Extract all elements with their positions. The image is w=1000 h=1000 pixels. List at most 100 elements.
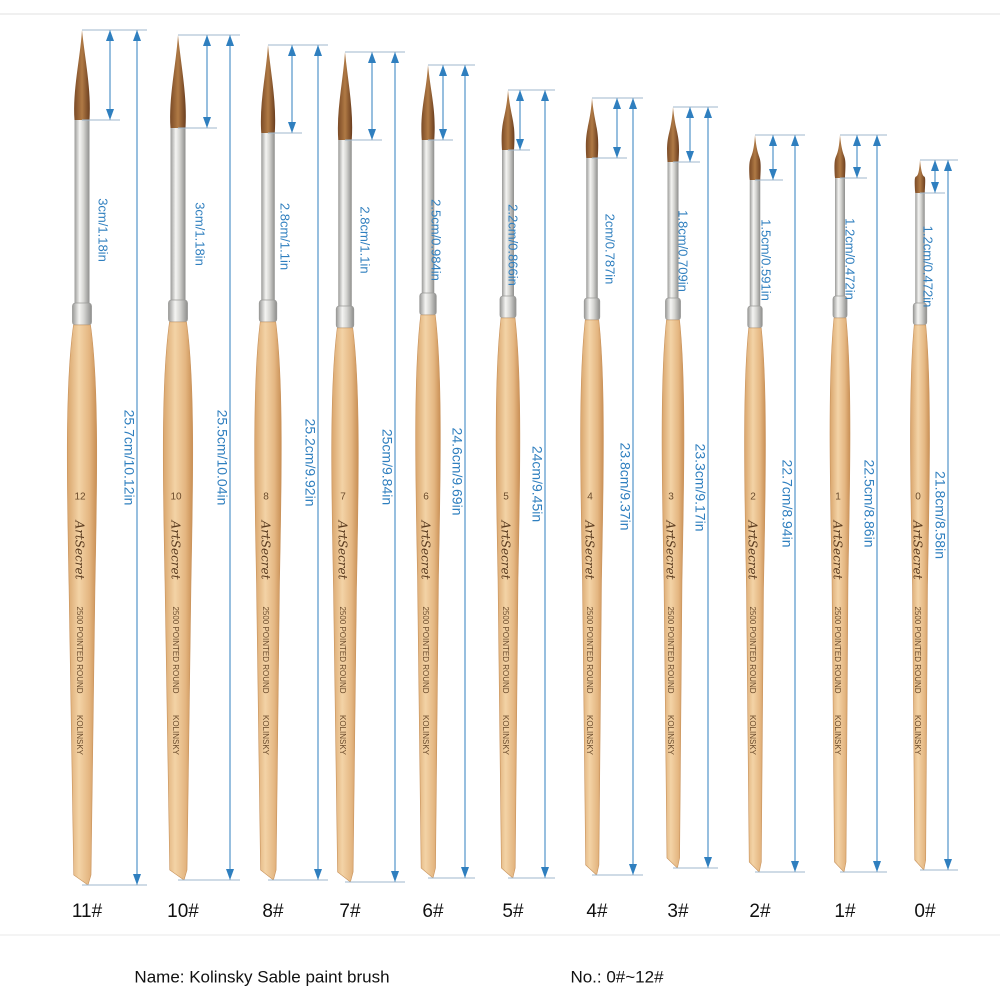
brush-hair xyxy=(501,90,515,150)
size-label: 11# xyxy=(72,901,103,922)
brush-crimp xyxy=(583,297,601,321)
arrowhead xyxy=(686,107,694,118)
brush-ferrule xyxy=(667,162,679,300)
arrowhead xyxy=(516,90,524,101)
total-length-group: 22.5cm/8.86in xyxy=(861,460,877,548)
arrowhead xyxy=(461,867,469,878)
brush-ferrule xyxy=(586,158,598,300)
handle-model: 2500 POINTED ROUND xyxy=(748,606,757,693)
head-length-group: 2.8cm/1.1in xyxy=(358,206,373,273)
handle-hair: KOLINSKY xyxy=(421,715,430,756)
brush-crimp xyxy=(258,299,278,323)
size-label: 8# xyxy=(262,901,284,922)
brush-handle xyxy=(580,319,604,876)
arrowhead xyxy=(106,109,114,120)
arrowhead xyxy=(853,167,861,178)
handle-hair-group: KOLINSKY xyxy=(666,715,675,756)
brush-hair xyxy=(337,52,353,140)
handle-hair-group: KOLINSKY xyxy=(171,715,180,756)
arrowhead xyxy=(368,52,376,63)
brush-ferrule xyxy=(749,180,761,308)
handle-hair-group: KOLINSKY xyxy=(261,715,270,756)
handle-hair: KOLINSKY xyxy=(338,715,347,756)
handle-brand: ArtSecret xyxy=(169,520,183,580)
head-length: 1.5cm/0.591in xyxy=(759,219,774,301)
size-label: 7# xyxy=(339,901,361,922)
handle-model: 2500 POINTED ROUND xyxy=(421,606,430,693)
arrowhead xyxy=(944,160,952,171)
handle-brand: ArtSecret xyxy=(419,520,433,580)
brush-handle xyxy=(661,319,685,869)
size-label: 6# xyxy=(422,901,444,922)
total-length-group: 24cm/9.45in xyxy=(529,446,545,522)
head-length-group: 1.2cm/0.472in xyxy=(921,226,936,308)
handle-hair-group: KOLINSKY xyxy=(913,715,922,756)
arrowhead xyxy=(931,182,939,193)
handle-brand: ArtSecret xyxy=(911,520,925,580)
handle-brand-group: ArtSecret xyxy=(831,520,845,580)
arrowhead xyxy=(314,869,322,880)
head-length-group: 3cm/1.18in xyxy=(96,198,111,262)
brush-hair xyxy=(914,160,926,193)
arrowhead xyxy=(629,98,637,109)
arrowhead xyxy=(516,139,524,150)
arrowhead xyxy=(704,107,712,118)
brush-crimp xyxy=(168,299,188,323)
handle-number: 12 xyxy=(74,492,86,503)
head-length: 2cm/0.787in xyxy=(603,214,618,285)
handle-brand: ArtSecret xyxy=(831,520,845,580)
handle-hair: KOLINSKY xyxy=(748,715,757,756)
brush-crimp xyxy=(419,292,437,316)
handle-hair: KOLINSKY xyxy=(833,715,842,756)
head-length-group: 3cm/1.18in xyxy=(193,202,208,266)
handle-hair: KOLINSKY xyxy=(666,715,675,756)
handle-hair: KOLINSKY xyxy=(261,715,270,756)
arrowhead xyxy=(791,135,799,146)
arrowhead xyxy=(791,861,799,872)
handle-model: 2500 POINTED ROUND xyxy=(666,606,675,693)
handle-model-group: 2500 POINTED ROUND xyxy=(748,606,757,693)
head-length: 2.8cm/1.1in xyxy=(358,206,373,273)
handle-hair: KOLINSKY xyxy=(913,715,922,756)
handle-brand: ArtSecret xyxy=(73,520,87,580)
handle-hair-group: KOLINSKY xyxy=(833,715,842,756)
handle-brand: ArtSecret xyxy=(746,520,760,580)
arrowhead xyxy=(439,65,447,76)
handle-brand-group: ArtSecret xyxy=(419,520,433,580)
brush-hair xyxy=(834,135,846,178)
total-length-group: 24.6cm/9.69in xyxy=(449,428,465,516)
handle-hair-group: KOLINSKY xyxy=(501,715,510,756)
handle-number: 6 xyxy=(423,492,429,503)
handle-brand-group: ArtSecret xyxy=(911,520,925,580)
size-label: 5# xyxy=(502,901,524,922)
handle-model-group: 2500 POINTED ROUND xyxy=(501,606,510,693)
total-length: 22.5cm/8.86in xyxy=(861,460,877,548)
handle-number: 3 xyxy=(668,492,674,503)
head-length: 3cm/1.18in xyxy=(96,198,111,262)
brush-handle xyxy=(415,314,441,879)
handle-model-group: 2500 POINTED ROUND xyxy=(338,606,347,693)
head-length: 2.5cm/0.984in xyxy=(429,199,444,281)
arrowhead xyxy=(873,861,881,872)
brush-handle xyxy=(66,324,98,886)
handle-hair-group: KOLINSKY xyxy=(421,715,430,756)
brush-hair xyxy=(421,65,435,140)
brush-handle xyxy=(162,321,194,881)
handle-model: 2500 POINTED ROUND xyxy=(913,606,922,693)
handle-hair-group: KOLINSKY xyxy=(748,715,757,756)
arrowhead xyxy=(613,98,621,109)
handle-model-group: 2500 POINTED ROUND xyxy=(171,606,180,693)
handle-model-group: 2500 POINTED ROUND xyxy=(585,606,594,693)
total-length: 25.5cm/10.04in xyxy=(214,410,230,506)
arrowhead xyxy=(873,135,881,146)
brush-handle xyxy=(829,317,851,873)
handle-model-group: 2500 POINTED ROUND xyxy=(261,606,270,693)
handle-hair: KOLINSKY xyxy=(171,715,180,756)
total-length: 25.7cm/10.12in xyxy=(121,410,137,506)
total-length-group: 25.7cm/10.12in xyxy=(121,410,137,506)
handle-number: 8 xyxy=(263,492,269,503)
handle-brand-group: ArtSecret xyxy=(336,520,350,580)
handle-hair: KOLINSKY xyxy=(501,715,510,756)
handle-brand-group: ArtSecret xyxy=(664,520,678,580)
